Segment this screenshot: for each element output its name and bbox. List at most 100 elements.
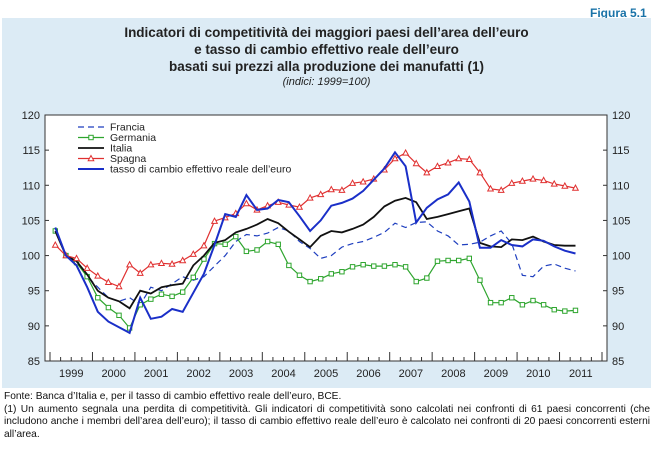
series-marker [529,174,537,182]
legend-marker [88,134,94,141]
series-marker [381,263,388,269]
x-tick-label: 2008 [441,368,465,380]
series-marker [360,262,366,268]
series-marker [445,257,451,264]
series-line [54,152,576,288]
series-marker [423,168,431,176]
series-marker [434,258,441,264]
series-marker [286,262,292,269]
series-marker [497,186,505,193]
series-marker [105,304,112,311]
y-tick-label-right: 105 [612,215,630,227]
series-marker [243,248,250,255]
series-marker [116,312,122,319]
series-marker [210,217,219,224]
legend-label: Germania [110,132,156,144]
series-marker [477,277,483,283]
x-tick-label: 1999 [59,368,83,380]
y-tick-label-right: 90 [612,321,624,333]
series-marker [433,162,442,170]
series-marker [486,184,495,192]
x-tick-label: 2005 [314,368,338,380]
chart-title-line-2: e tasso di cambio effettivo reale dell’e… [194,42,459,57]
series-marker [391,154,399,162]
series-marker [136,269,144,276]
series-marker [189,250,197,257]
series-marker [275,241,281,248]
series-marker [562,308,568,314]
series-marker [317,190,325,198]
series-marker [455,257,462,264]
plot-area [44,114,608,362]
x-tick-label: 2000 [101,368,125,380]
series-marker [455,154,463,162]
y-tick-label-right: 85 [612,356,624,368]
footnotes: Fonte: Banca d’Italia e, per il tasso di… [4,391,650,441]
series-marker [190,274,197,281]
series-marker [359,177,367,185]
series-marker [509,295,515,301]
y-tick-label-left: 120 [22,110,40,122]
series-marker [349,264,356,270]
series-marker [317,276,324,282]
y-tick-label-right: 120 [612,110,630,122]
series-marker [95,295,101,301]
series-marker [242,199,251,207]
series-marker [104,278,113,285]
x-tick-label: 2004 [271,368,295,380]
series-marker [401,148,410,156]
legend-marker [87,154,95,162]
y-tick-label-left: 115 [22,145,40,157]
series-marker [201,256,207,262]
x-tick-label: 2007 [399,368,423,380]
series-marker [487,299,494,306]
series-marker [83,264,91,271]
series-marker [51,240,59,248]
series-marker [328,271,335,277]
y-tick-label-left: 85 [28,356,40,368]
series-marker [94,271,102,279]
series-marker [519,302,526,308]
series-marker [412,159,420,167]
series-marker [307,278,313,285]
y-tick-label-right: 115 [612,145,630,157]
chart-subtitle: (indici: 1999=100) [282,76,371,88]
chart-title-line-3: basati sui prezzi alla produzione dei ma… [168,59,485,74]
series-marker [371,263,377,269]
series-marker [571,184,580,191]
y-tick-label-right: 110 [612,180,630,192]
series-marker [327,185,335,193]
series-marker [157,259,166,267]
series-marker [115,282,123,290]
series-marker [498,299,504,306]
series-marker [550,179,558,187]
series-marker [413,278,419,285]
series-line [54,221,576,306]
series-marker [572,307,579,314]
series-line [54,150,576,335]
series-marker [168,259,176,267]
y-tick-label-left: 105 [22,215,40,227]
series-marker [254,247,260,253]
series-marker [169,293,175,300]
x-tick-label: 2009 [484,368,508,380]
series-marker [264,238,271,245]
y-tick-label-right: 95 [612,286,624,298]
series-marker [179,289,186,295]
series-marker [424,275,430,281]
series-marker [402,264,409,270]
series-marker [306,193,314,201]
figure-label: Figura 5.1 [590,6,647,20]
y-tick-label-left: 90 [28,321,40,333]
series-marker [296,272,303,278]
series-marker [147,260,155,268]
series-marker [348,179,357,186]
y-tick-label-left: 95 [28,286,40,298]
series-marker [295,203,304,210]
series-marker [508,179,516,186]
series-marker [476,168,484,176]
legend-label: Francia [110,122,145,134]
x-tick-label: 2002 [186,368,210,380]
series-marker [465,155,473,162]
